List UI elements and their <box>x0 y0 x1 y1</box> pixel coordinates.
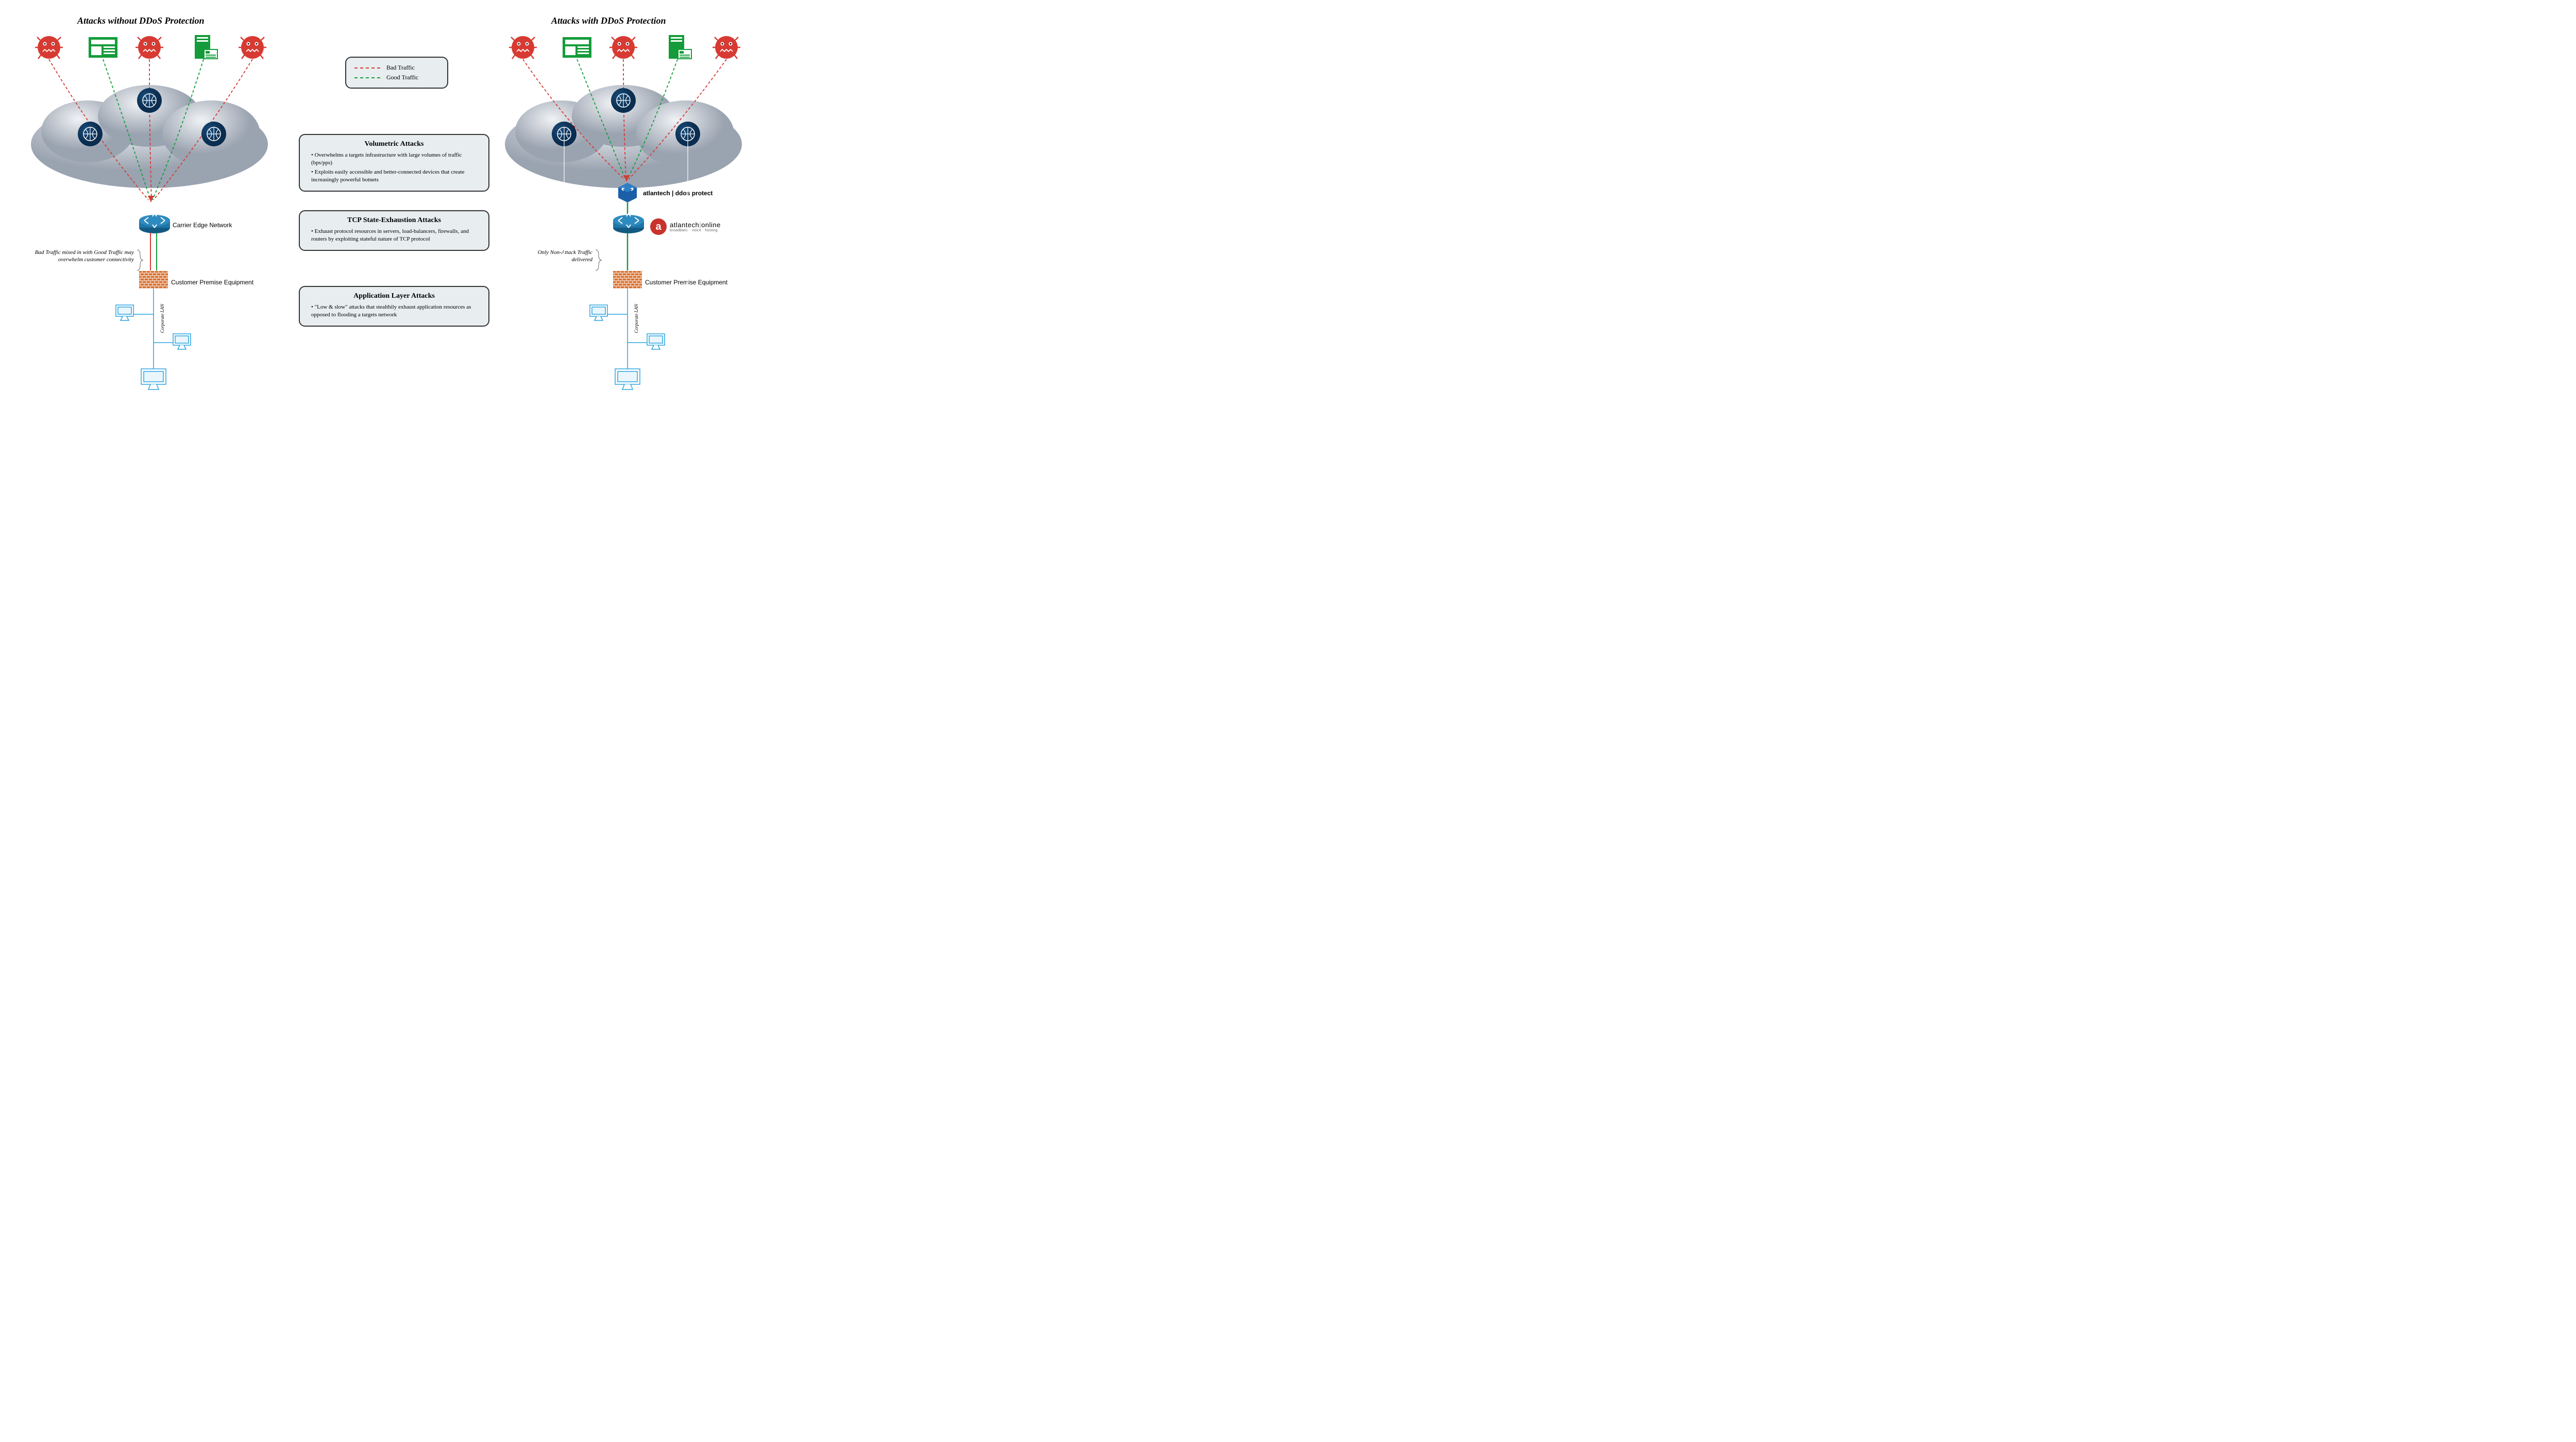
malware-icon <box>509 36 537 59</box>
server-icon <box>195 35 217 59</box>
router-icon <box>139 213 170 233</box>
firewall-icon <box>139 271 168 289</box>
router-icon <box>613 213 644 233</box>
server-icon <box>669 35 691 59</box>
peer-icon <box>78 122 103 146</box>
webpage-icon <box>563 37 591 58</box>
webpage-icon <box>89 37 117 58</box>
malware-icon <box>713 36 740 59</box>
pc-icon <box>173 334 191 349</box>
pc-icon <box>590 305 607 320</box>
malware-icon <box>35 36 63 59</box>
pc-icon <box>615 369 640 389</box>
diagram-svg <box>0 0 773 403</box>
malware-icon <box>609 36 637 59</box>
malware-icon <box>135 36 163 59</box>
peer-icon <box>611 88 636 113</box>
pc-icon <box>141 369 166 389</box>
malware-icon <box>239 36 266 59</box>
peer-icon <box>137 88 162 113</box>
peer-icon <box>201 122 226 146</box>
pc-icon <box>116 305 133 320</box>
pc-icon <box>647 334 665 349</box>
firewall-icon <box>613 271 642 289</box>
